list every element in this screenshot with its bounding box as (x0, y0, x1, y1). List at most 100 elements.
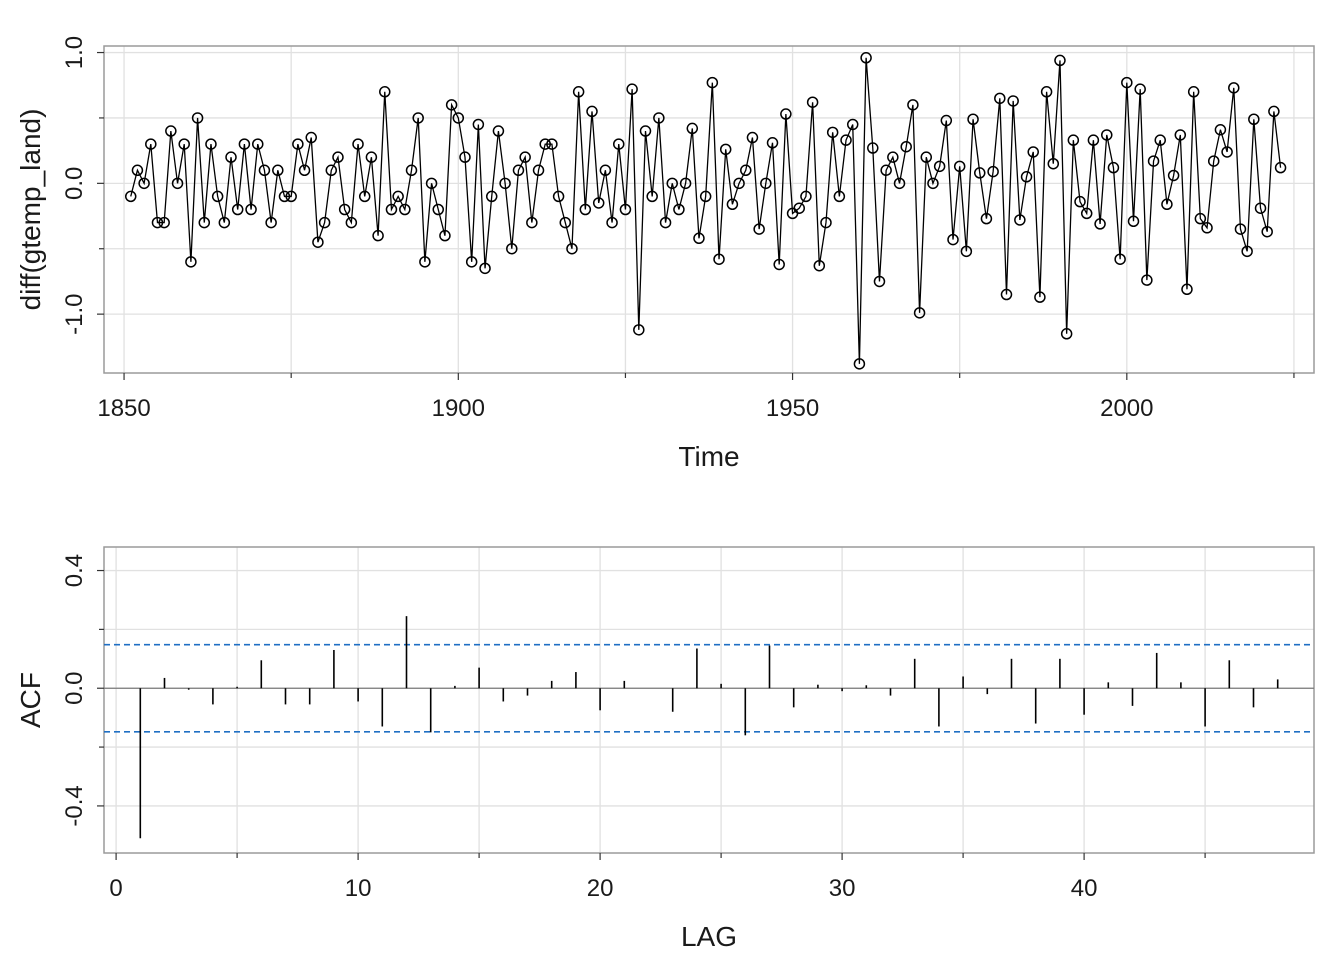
data-point (1201, 222, 1213, 234)
data-point (1241, 245, 1253, 258)
data-point (753, 223, 765, 235)
data-point (352, 138, 364, 150)
data-point (479, 262, 491, 275)
data-point (673, 203, 685, 216)
data-point (907, 99, 919, 111)
data-point (920, 151, 933, 163)
data-point (205, 138, 217, 150)
y-tick-label: -0.4 (61, 785, 88, 826)
data-point (539, 138, 551, 150)
data-point (1147, 155, 1160, 167)
data-point (592, 197, 605, 209)
data-point (1114, 253, 1126, 265)
data-point (599, 164, 612, 177)
data-point (1101, 129, 1113, 141)
data-point (586, 105, 598, 118)
data-point (1007, 95, 1019, 107)
data-point (846, 118, 859, 131)
data-point (639, 125, 652, 137)
data-point (171, 177, 184, 190)
data-point (987, 165, 999, 178)
data-point (1154, 134, 1166, 146)
data-point (833, 190, 846, 203)
data-point (292, 138, 304, 150)
data-point (820, 216, 832, 229)
data-point (994, 92, 1006, 105)
data-point (151, 216, 164, 229)
data-point (312, 236, 324, 248)
data-point (1121, 76, 1133, 89)
data-point (1054, 54, 1066, 67)
data-point (459, 151, 471, 163)
data-point (1161, 198, 1173, 211)
data-point (198, 216, 211, 229)
tick-marks (97, 51, 1295, 380)
data-point (873, 275, 886, 288)
data-point (913, 307, 926, 319)
data-point (813, 259, 826, 272)
data-point (238, 138, 251, 150)
data-point (345, 216, 358, 229)
data-point (512, 164, 525, 177)
time-series-plot: 1850 1900 1950 2000 -1.0 0.0 1.0 Time diff(gtemp… (15, 36, 1315, 472)
data-point (613, 138, 625, 150)
data-point (1094, 218, 1106, 230)
data-point (452, 112, 465, 124)
data-point (158, 216, 170, 229)
data-point (305, 131, 317, 144)
data-point (719, 143, 732, 156)
data-point (358, 190, 371, 203)
data-point (559, 216, 572, 229)
data-point (124, 190, 137, 203)
x-axis-title: LAG (681, 921, 737, 952)
data-point (760, 177, 772, 190)
data-point (1067, 134, 1080, 146)
data-point (1261, 225, 1273, 238)
data-point (379, 86, 391, 98)
data-points (124, 52, 1287, 370)
data-point (974, 167, 986, 179)
data-point (252, 138, 264, 150)
data-point (693, 232, 705, 245)
acf-spikes (139, 616, 1279, 839)
data-point (165, 125, 177, 137)
data-point (532, 164, 545, 177)
data-point (633, 324, 645, 336)
data-point (138, 177, 150, 190)
y-tick-label: 0.0 (61, 167, 88, 200)
data-point (646, 190, 658, 203)
data-point (419, 256, 431, 268)
data-point (686, 122, 699, 135)
data-point (519, 151, 531, 163)
data-point (385, 203, 398, 216)
data-point (699, 190, 712, 203)
x-tick-label: 1850 (97, 395, 150, 422)
data-point (439, 229, 451, 242)
x-tick-label: 1900 (432, 395, 485, 422)
data-point (258, 164, 271, 177)
data-point (325, 164, 338, 177)
data-point (800, 190, 812, 203)
data-point (1047, 157, 1060, 170)
data-point (506, 242, 518, 255)
data-point (432, 203, 444, 216)
data-point (392, 190, 404, 203)
x-tick-label: 30 (829, 875, 856, 902)
data-point (1014, 214, 1026, 226)
data-point (572, 86, 585, 98)
series-line (130, 57, 1282, 364)
data-point (332, 151, 344, 163)
acf-plot: 0 10 20 30 40 -0.4 0.0 0.4 LAG ACF (15, 546, 1315, 952)
data-point (145, 138, 157, 150)
data-point (1060, 328, 1073, 340)
x-tick-label: 20 (587, 875, 614, 902)
data-point (485, 190, 498, 203)
data-point (659, 216, 672, 229)
data-point (740, 164, 752, 177)
y-tick-label: -1.0 (61, 293, 88, 334)
x-tick-label: 1950 (766, 395, 819, 422)
plot-frame (103, 546, 1315, 854)
data-point (1214, 123, 1227, 136)
data-point (245, 203, 257, 216)
data-point (853, 358, 866, 370)
